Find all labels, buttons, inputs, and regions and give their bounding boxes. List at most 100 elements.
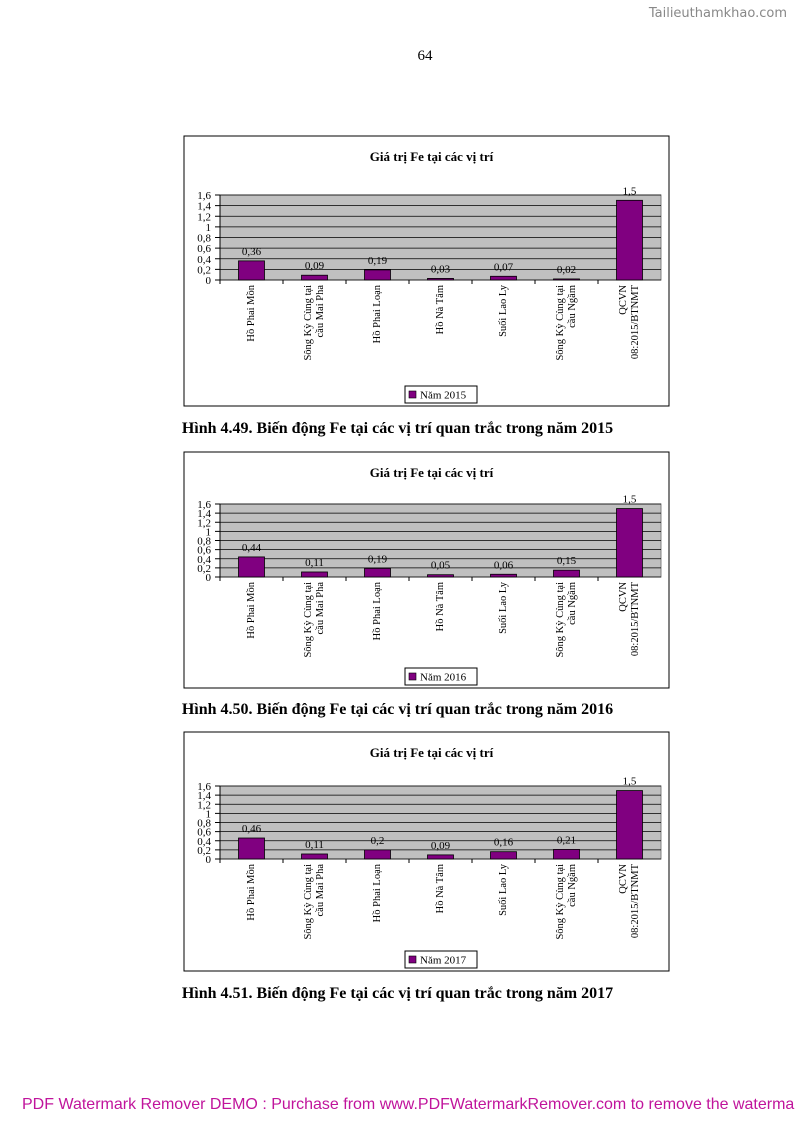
y-tick-label: 0,2 [197, 264, 211, 276]
value-label: 0,15 [557, 555, 577, 567]
legend-box [404, 950, 478, 969]
bar [553, 278, 580, 281]
x-tick-label: QCVN 08:2015/BTNMT [617, 582, 641, 657]
y-tick-label: 1,6 [197, 781, 211, 793]
x-tick-label: Hồ Nà Tâm [434, 864, 446, 914]
y-tick-label: 1,6 [197, 190, 211, 202]
x-tick-label: Hồ Phai Loạn [371, 582, 383, 641]
y-tick-label: 0 [206, 854, 212, 866]
legend-label: Năm 2017 [420, 955, 467, 967]
legend-label: Năm 2015 [420, 390, 467, 402]
x-tick-label: Suối Lao Ly [497, 582, 509, 634]
y-tick-label: 1,6 [197, 499, 211, 511]
y-tick-label: 1 [206, 222, 212, 234]
x-tick-label: Sông Kỳ Cùng tại cầu Mai Pha [302, 582, 326, 658]
bar [490, 573, 517, 578]
x-tick-label: Sông Kỳ Cùng tại cầu Ngầm [554, 285, 578, 361]
value-label: 1,5 [623, 776, 637, 788]
chart-title: Giá trị Fe tại các vị trí [370, 745, 494, 760]
value-label: 0,2 [371, 835, 385, 847]
x-tick-label: Hồ Phai Mồn [245, 285, 257, 342]
value-label: 0,44 [242, 542, 262, 554]
value-label: 0,03 [431, 263, 451, 275]
x-tick-label: Sông Kỳ Cùng tại cầu Mai Pha [302, 285, 326, 361]
y-tick-label: 0 [206, 572, 212, 584]
bar [238, 837, 265, 860]
chart-title: Giá trị Fe tại các vị trí [370, 149, 494, 164]
caption: Hình 4.49. Biến động Fe tại các vị trí q… [181, 420, 614, 437]
bar [238, 556, 265, 578]
chart-title: Giá trị Fe tại các vị trí [370, 465, 494, 480]
value-label: 1,5 [623, 494, 637, 506]
bar [490, 275, 517, 281]
y-tick-label: 0,4 [197, 254, 211, 266]
y-tick-label: 0,6 [197, 243, 211, 255]
x-tick-label: Sông Kỳ Cùng tại cầu Mai Pha [302, 864, 326, 940]
caption: Hình 4.50. Biến động Fe tại các vị trí q… [181, 701, 614, 718]
value-label: 0,09 [305, 260, 325, 272]
y-tick-label: 0,2 [197, 845, 211, 857]
bar [490, 851, 517, 860]
value-label: 0,19 [368, 553, 388, 565]
bar [427, 278, 454, 281]
legend-swatch [408, 672, 417, 681]
legend-box [404, 667, 478, 686]
y-tick-label: 0,6 [197, 827, 211, 839]
value-label: 0,07 [494, 261, 514, 273]
page-number: 64 [417, 48, 433, 64]
legend-box [404, 385, 478, 404]
x-tick-label: Sông Kỳ Cùng tại cầu Ngầm [554, 864, 578, 940]
value-label: 0,06 [494, 559, 514, 571]
bar [616, 790, 643, 860]
y-tick-label: 1,2 [197, 517, 211, 529]
legend-swatch [408, 955, 417, 964]
y-tick-label: 1 [206, 808, 212, 820]
y-tick-label: 1,4 [197, 201, 211, 213]
value-label: 0,16 [494, 837, 514, 849]
x-tick-label: Hồ Nà Tâm [434, 582, 446, 632]
value-label: 1,5 [623, 185, 637, 197]
bar [427, 854, 454, 860]
y-tick-label: 0,8 [197, 233, 211, 245]
x-tick-label: Hồ Nà Tâm [434, 285, 446, 335]
y-tick-label: 0,6 [197, 545, 211, 557]
footer: PDF Watermark Remover DEMO : Purchase fr… [22, 1096, 795, 1113]
value-label: 0,21 [557, 834, 576, 846]
y-tick-label: 1,4 [197, 508, 211, 520]
bar [364, 849, 391, 860]
value-label: 0,11 [305, 839, 324, 851]
y-tick-label: 1,2 [197, 211, 211, 223]
bar [616, 199, 643, 281]
y-tick-label: 0,8 [197, 818, 211, 830]
x-tick-label: Hồ Phai Mồn [245, 582, 257, 639]
value-label: 0,36 [242, 246, 262, 258]
bar [238, 260, 265, 281]
value-label: 0,09 [431, 840, 451, 852]
x-tick-label: QCVN 08:2015/BTNMT [617, 864, 641, 939]
y-tick-label: 0,4 [197, 554, 211, 566]
value-label: 0,05 [431, 560, 451, 572]
y-tick-label: 0 [206, 275, 212, 287]
bar [364, 567, 391, 578]
x-tick-label: Suối Lao Ly [497, 864, 509, 916]
bar [427, 574, 454, 578]
bar [301, 571, 328, 578]
bar [301, 853, 328, 860]
bar [553, 849, 580, 860]
y-tick-label: 0,2 [197, 563, 211, 575]
x-tick-label: QCVN 08:2015/BTNMT [617, 285, 641, 360]
y-tick-label: 1 [206, 526, 212, 538]
value-label: 0,11 [305, 557, 324, 569]
y-tick-label: 1,4 [197, 790, 211, 802]
bar [301, 274, 328, 281]
y-tick-label: 1,2 [197, 799, 211, 811]
legend-swatch [408, 390, 417, 399]
y-tick-label: 0,4 [197, 836, 211, 848]
y-tick-label: 0,8 [197, 536, 211, 548]
bar [553, 569, 580, 578]
x-tick-label: Hồ Phai Loạn [371, 864, 383, 923]
value-label: 0,46 [242, 823, 262, 835]
bar [364, 269, 391, 281]
